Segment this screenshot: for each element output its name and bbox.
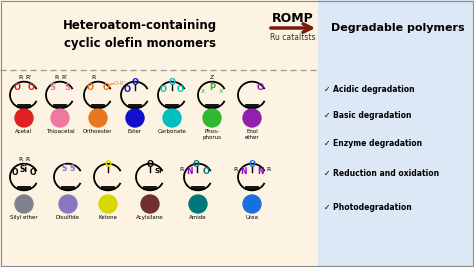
Circle shape <box>243 195 261 213</box>
Text: ✓ Reduction and oxidation: ✓ Reduction and oxidation <box>324 170 439 179</box>
Text: R: R <box>180 167 184 172</box>
Circle shape <box>203 109 221 127</box>
Text: S: S <box>62 164 67 173</box>
Text: R: R <box>266 167 271 172</box>
Text: ✓ Acidic degradation: ✓ Acidic degradation <box>324 84 415 93</box>
Text: Si: Si <box>20 165 28 174</box>
Circle shape <box>99 195 117 213</box>
Text: O: O <box>28 83 35 92</box>
Text: Degradable polymers: Degradable polymers <box>331 23 465 33</box>
Text: Acylsilane: Acylsilane <box>136 215 164 220</box>
Text: Enol
ether: Enol ether <box>245 129 259 140</box>
Text: R: R <box>18 157 22 162</box>
Text: Amide: Amide <box>189 215 207 220</box>
FancyBboxPatch shape <box>0 0 318 70</box>
Text: Silyl ether: Silyl ether <box>10 215 38 220</box>
Text: R: R <box>26 157 30 162</box>
Text: N: N <box>240 167 246 176</box>
Circle shape <box>126 109 144 127</box>
Circle shape <box>51 109 69 127</box>
Text: O: O <box>168 78 175 87</box>
Text: O: O <box>160 85 167 94</box>
Text: X: X <box>201 89 205 93</box>
Text: R: R <box>233 167 237 172</box>
Text: N: N <box>257 167 264 176</box>
FancyBboxPatch shape <box>318 0 474 267</box>
Text: O: O <box>104 160 111 169</box>
Text: Heteroatom-containing
cyclic olefin monomers: Heteroatom-containing cyclic olefin mono… <box>63 19 217 50</box>
Text: ✓ Photodegradation: ✓ Photodegradation <box>324 202 412 211</box>
Text: O: O <box>193 160 200 169</box>
Text: O: O <box>146 160 154 169</box>
Text: Ru cataltsts: Ru cataltsts <box>270 33 316 42</box>
Text: O: O <box>203 167 210 176</box>
Text: O: O <box>13 83 20 92</box>
Text: O: O <box>177 85 184 94</box>
Text: S: S <box>50 83 56 92</box>
FancyBboxPatch shape <box>0 70 318 267</box>
Text: O: O <box>124 85 131 94</box>
Text: O: O <box>102 83 109 92</box>
Text: O-R': O-R' <box>114 81 127 86</box>
Circle shape <box>243 109 261 127</box>
Text: Disulfide: Disulfide <box>56 215 80 220</box>
Text: Acetal: Acetal <box>16 129 33 134</box>
Text: Si: Si <box>155 168 162 174</box>
Text: S: S <box>69 164 74 173</box>
Text: X: X <box>219 89 223 93</box>
Text: Urea: Urea <box>246 215 258 220</box>
Text: Ketone: Ketone <box>99 215 118 220</box>
Text: Ester: Ester <box>128 129 142 134</box>
Text: O: O <box>12 168 18 177</box>
Text: O: O <box>29 168 36 177</box>
Text: Orthoester: Orthoester <box>83 129 113 134</box>
Text: O: O <box>87 83 94 92</box>
Text: N: N <box>186 167 192 176</box>
Text: P: P <box>209 83 215 92</box>
Text: ROMP: ROMP <box>272 11 314 25</box>
Text: Carbonate: Carbonate <box>157 129 186 134</box>
Text: R: R <box>91 75 96 80</box>
Circle shape <box>15 109 33 127</box>
Text: R: R <box>18 75 23 80</box>
Text: ✓ Basic degradation: ✓ Basic degradation <box>324 111 411 120</box>
Text: R: R <box>55 75 59 80</box>
Circle shape <box>189 195 207 213</box>
Text: ✓ Enzyme degradation: ✓ Enzyme degradation <box>324 139 422 147</box>
Text: S: S <box>64 83 70 92</box>
Text: R': R' <box>62 75 68 80</box>
Circle shape <box>59 195 77 213</box>
Circle shape <box>163 109 181 127</box>
Circle shape <box>89 109 107 127</box>
Text: R': R' <box>26 75 32 80</box>
Circle shape <box>141 195 159 213</box>
Text: Z: Z <box>210 74 214 80</box>
Circle shape <box>15 195 33 213</box>
Text: Phos-
phorus: Phos- phorus <box>202 129 221 140</box>
Text: O: O <box>131 78 138 87</box>
Text: O: O <box>256 83 264 92</box>
Text: O: O <box>248 160 255 169</box>
Text: Thioacetal: Thioacetal <box>46 129 74 134</box>
